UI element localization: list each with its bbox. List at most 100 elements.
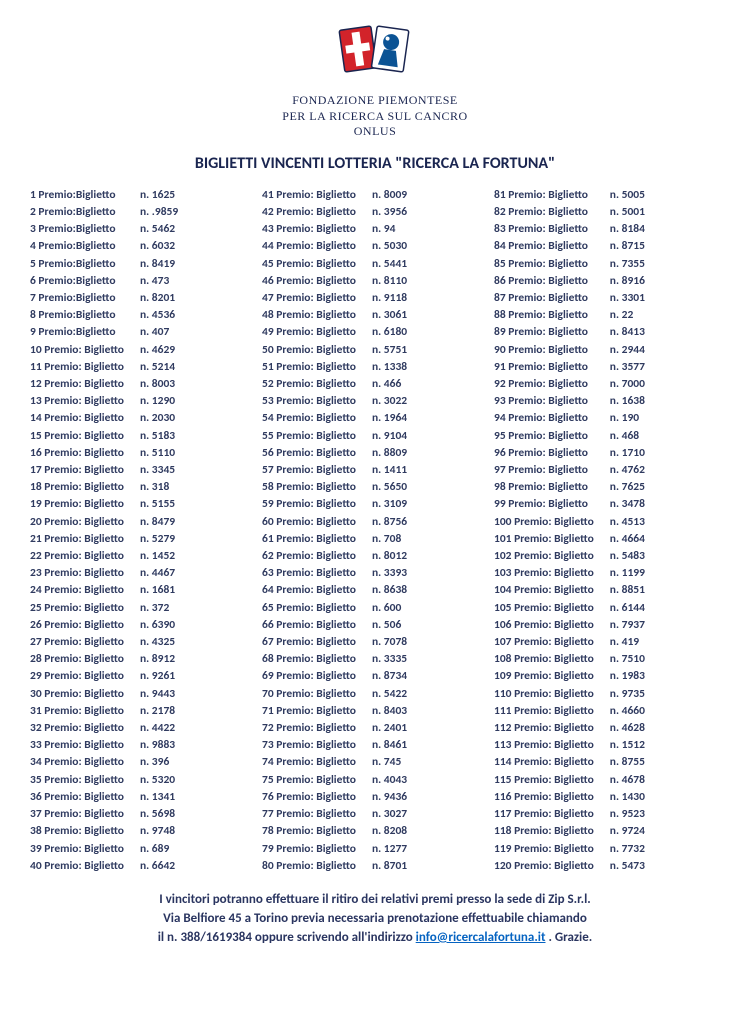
prize-label: 105 Premio: Biglietto (494, 600, 594, 617)
ticket-number: n. 8851 (610, 582, 645, 599)
ticket-number: n. 1964 (372, 410, 407, 427)
prize-label: 52 Premio: Biglietto (262, 376, 356, 393)
ticket-number: n. 708 (372, 531, 407, 548)
prize-label: 44 Premio: Biglietto (262, 238, 356, 255)
ticket-number: n. 8110 (372, 273, 407, 290)
prize-label: 67 Premio: Biglietto (262, 634, 356, 651)
ticket-number: n. 3301 (610, 290, 645, 307)
prize-label: 96 Premio: Biglietto (494, 445, 594, 462)
prize-label: 24 Premio: Biglietto (30, 582, 124, 599)
ticket-number: n. 8638 (372, 582, 407, 599)
prize-label: 60 Premio: Biglietto (262, 514, 356, 531)
ticket-number: n. 5441 (372, 256, 407, 273)
ticket-number: n. 1430 (610, 789, 645, 806)
ticket-number: n. 3478 (610, 496, 645, 513)
prize-label: 26 Premio: Biglietto (30, 617, 124, 634)
prize-label: 54 Premio: Biglietto (262, 410, 356, 427)
ticket-number: n. 8715 (610, 238, 645, 255)
ticket-number: n. 4536 (140, 307, 178, 324)
ticket-number: n. 1341 (140, 789, 178, 806)
ticket-number: n. 1452 (140, 548, 178, 565)
prize-label: 91 Premio: Biglietto (494, 359, 594, 376)
ticket-number: n. 8208 (372, 823, 407, 840)
ticket-number: n. 9883 (140, 737, 178, 754)
ticket-number: n. 8755 (610, 754, 645, 771)
prize-label: 108 Premio: Biglietto (494, 651, 594, 668)
prize-label: 111 Premio: Biglietto (494, 703, 594, 720)
prize-label: 1 Premio:Biglietto (30, 187, 124, 204)
prize-label: 99 Premio: Biglietto (494, 496, 594, 513)
prize-label: 83 Premio: Biglietto (494, 221, 594, 238)
ticket-number: n. 7510 (610, 651, 645, 668)
ticket-number: n. 8201 (140, 290, 178, 307)
prize-label: 107 Premio: Biglietto (494, 634, 594, 651)
prize-label: 87 Premio: Biglietto (494, 290, 594, 307)
prize-label: 17 Premio: Biglietto (30, 462, 124, 479)
prize-label: 120 Premio: Biglietto (494, 858, 594, 875)
prize-label: 65 Premio: Biglietto (262, 600, 356, 617)
ticket-number: n. 1681 (140, 582, 178, 599)
prize-label: 89 Premio: Biglietto (494, 324, 594, 341)
ticket-number: n. 7625 (610, 479, 645, 496)
ticket-number: n. 4513 (610, 514, 645, 531)
prize-label: 70 Premio: Biglietto (262, 686, 356, 703)
ticket-number: n. 1638 (610, 393, 645, 410)
prize-label: 116 Premio: Biglietto (494, 789, 594, 806)
prize-label: 28 Premio: Biglietto (30, 651, 124, 668)
prize-label: 64 Premio: Biglietto (262, 582, 356, 599)
prize-label: 101 Premio: Biglietto (494, 531, 594, 548)
ticket-number: n. 3061 (372, 307, 407, 324)
ticket-number: n. 8734 (372, 668, 407, 685)
prize-label: 18 Premio: Biglietto (30, 479, 124, 496)
prize-label: 93 Premio: Biglietto (494, 393, 594, 410)
ticket-number: n. 5110 (140, 445, 178, 462)
prize-label: 4 Premio:Biglietto (30, 238, 124, 255)
prize-label: 73 Premio: Biglietto (262, 737, 356, 754)
prize-label: 115 Premio: Biglietto (494, 772, 594, 789)
prize-label: 90 Premio: Biglietto (494, 342, 594, 359)
ticket-number: n. 8419 (140, 256, 178, 273)
prize-label: 72 Premio: Biglietto (262, 720, 356, 737)
ticket-number: n. 6032 (140, 238, 178, 255)
prize-label: 80 Premio: Biglietto (262, 858, 356, 875)
prize-label: 103 Premio: Biglietto (494, 565, 594, 582)
contact-email-link[interactable]: info@ricercalafortuna.it (416, 930, 546, 945)
org-line-2: PER LA RICERCA SUL CANCRO (30, 109, 720, 125)
ticket-number: n. 466 (372, 376, 407, 393)
prize-label: 25 Premio: Biglietto (30, 600, 124, 617)
prize-label: 114 Premio: Biglietto (494, 754, 594, 771)
prize-label: 95 Premio: Biglietto (494, 428, 594, 445)
prize-label: 8 Premio:Biglietto (30, 307, 124, 324)
prize-label: 19 Premio: Biglietto (30, 496, 124, 513)
prize-label: 6 Premio:Biglietto (30, 273, 124, 290)
prize-label: 118 Premio: Biglietto (494, 823, 594, 840)
ticket-number: n. 4678 (610, 772, 645, 789)
prize-label: 62 Premio: Biglietto (262, 548, 356, 565)
prize-label: 78 Premio: Biglietto (262, 823, 356, 840)
prize-label: 58 Premio: Biglietto (262, 479, 356, 496)
ticket-number: n. 8461 (372, 737, 407, 754)
prize-number-column: n. 1625n. .9859n. 5462n. 6032n. 8419n. 4… (124, 187, 178, 875)
ticket-number: n. 190 (610, 410, 645, 427)
prize-label: 3 Premio:Biglietto (30, 221, 124, 238)
prize-label: 36 Premio: Biglietto (30, 789, 124, 806)
ticket-number: n. 6144 (610, 600, 645, 617)
prize-label: 11 Premio: Biglietto (30, 359, 124, 376)
prize-label: 94 Premio: Biglietto (494, 410, 594, 427)
prize-label: 56 Premio: Biglietto (262, 445, 356, 462)
prize-label-column: 81 Premio: Biglietto82 Premio: Biglietto… (494, 187, 594, 875)
prize-label: 40 Premio: Biglietto (30, 858, 124, 875)
ticket-number: n. 4762 (610, 462, 645, 479)
ticket-number: n. .9859 (140, 204, 178, 221)
ticket-number: n. 5214 (140, 359, 178, 376)
prize-label: 57 Premio: Biglietto (262, 462, 356, 479)
ticket-number: n. 9118 (372, 290, 407, 307)
ticket-number: n. 9724 (610, 823, 645, 840)
prize-label: 21 Premio: Biglietto (30, 531, 124, 548)
prize-label: 74 Premio: Biglietto (262, 754, 356, 771)
ticket-number: n. 7732 (610, 841, 645, 858)
prize-number-column: n. 5005n. 5001n. 8184n. 8715n. 7355n. 89… (594, 187, 645, 875)
prize-label: 79 Premio: Biglietto (262, 841, 356, 858)
prize-label: 47 Premio: Biglietto (262, 290, 356, 307)
org-line-3: ONLUS (30, 124, 720, 140)
